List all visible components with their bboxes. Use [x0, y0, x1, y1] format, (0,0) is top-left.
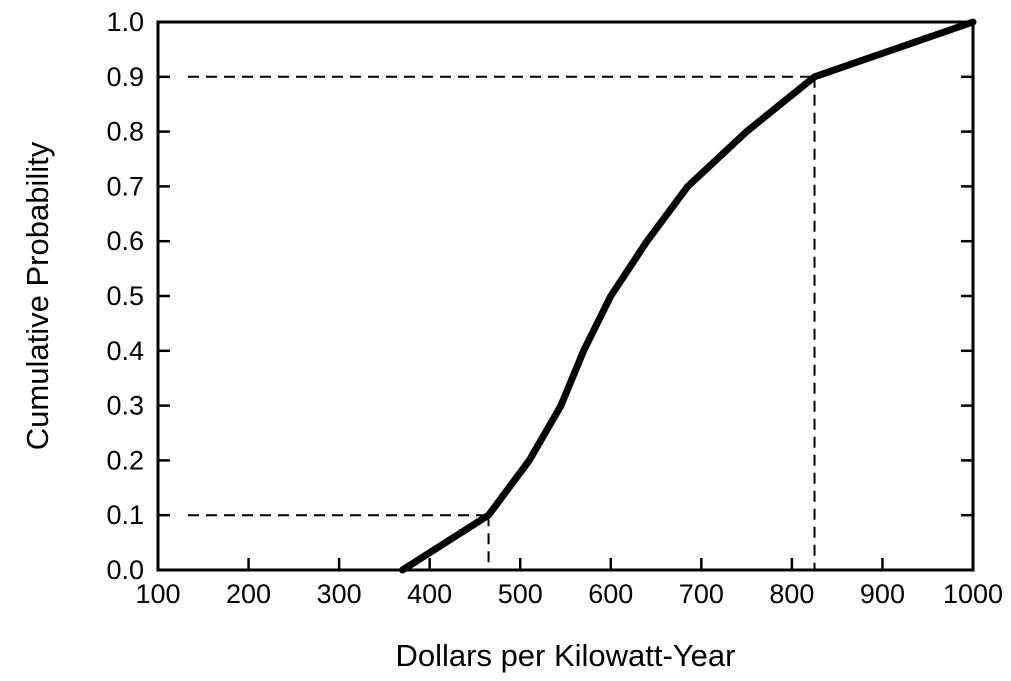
y-tick-label: 0.9 [106, 62, 144, 92]
x-axis-title: Dollars per Kilowatt-Year [395, 638, 735, 673]
reference-lines [188, 75, 816, 570]
y-tick-label: 1.0 [106, 7, 144, 37]
plot-frame [156, 20, 975, 572]
x-tick-label: 600 [588, 579, 633, 609]
x-tick-label: 100 [135, 579, 180, 609]
y-tick-label: 0.7 [106, 171, 144, 201]
y-tick-label: 0.5 [106, 281, 144, 311]
x-tick-label: 1000 [943, 579, 1003, 609]
x-tick-label: 700 [679, 579, 724, 609]
y-tick-label: 0.4 [106, 336, 144, 366]
x-tick-label: 200 [226, 579, 271, 609]
y-axis-title: Cumulative Probability [20, 141, 55, 450]
x-tick-label: 800 [769, 579, 814, 609]
y-tick-label: 0.8 [106, 117, 144, 147]
x-tick-label: 300 [317, 579, 362, 609]
series-layer [399, 18, 977, 574]
y-tick-label: 0.0 [106, 555, 144, 585]
x-tick-label: 400 [407, 579, 452, 609]
y-axis: 0.0 0.1 0.2 0.3 0.4 0.5 0.6 0.7 0.8 0.9 1.0 [106, 7, 973, 585]
y-tick-label: 0.3 [106, 391, 144, 421]
y-tick-label: 0.1 [106, 500, 144, 530]
x-axis: 100 200 300 400 500 600 700 800 900 1000 [135, 558, 1003, 609]
y-tick-label: 0.2 [106, 445, 144, 475]
y-tick-label: 0.6 [106, 226, 144, 256]
cumulative-probability-line [399, 18, 977, 574]
x-tick-label: 900 [860, 579, 905, 609]
x-tick-label: 500 [498, 579, 543, 609]
